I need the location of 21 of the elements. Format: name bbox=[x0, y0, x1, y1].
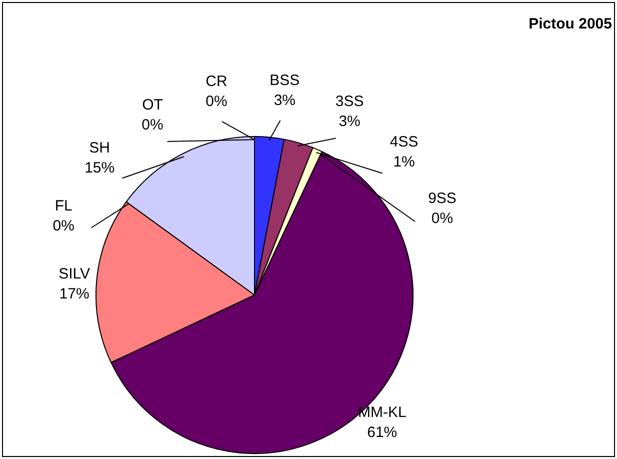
category-label: OT bbox=[142, 96, 163, 114]
data-label: 61% bbox=[367, 424, 398, 441]
text: 0% bbox=[206, 93, 228, 110]
slice-label: MM-KL bbox=[358, 404, 406, 421]
slice-label: SILV bbox=[58, 265, 90, 282]
text: 0% bbox=[52, 217, 74, 234]
slice-label: 4SS bbox=[390, 134, 418, 151]
data-label: 17% bbox=[59, 285, 90, 302]
text: Pictou 2005 bbox=[528, 16, 612, 33]
category-label: 9SS bbox=[428, 190, 456, 208]
text: 0% bbox=[142, 116, 164, 134]
data-label: 3% bbox=[338, 112, 360, 130]
slice-label: BSS bbox=[270, 72, 300, 89]
slice-label: 3SS bbox=[335, 92, 364, 110]
data-label: 15% bbox=[84, 160, 115, 177]
data-label: 3% bbox=[274, 92, 296, 109]
text: 0% bbox=[431, 210, 454, 228]
legend-label: FL bbox=[54, 197, 72, 214]
data-label: 1% bbox=[393, 154, 415, 171]
category-label: CR bbox=[206, 73, 228, 90]
slice-label: SH bbox=[89, 140, 110, 157]
